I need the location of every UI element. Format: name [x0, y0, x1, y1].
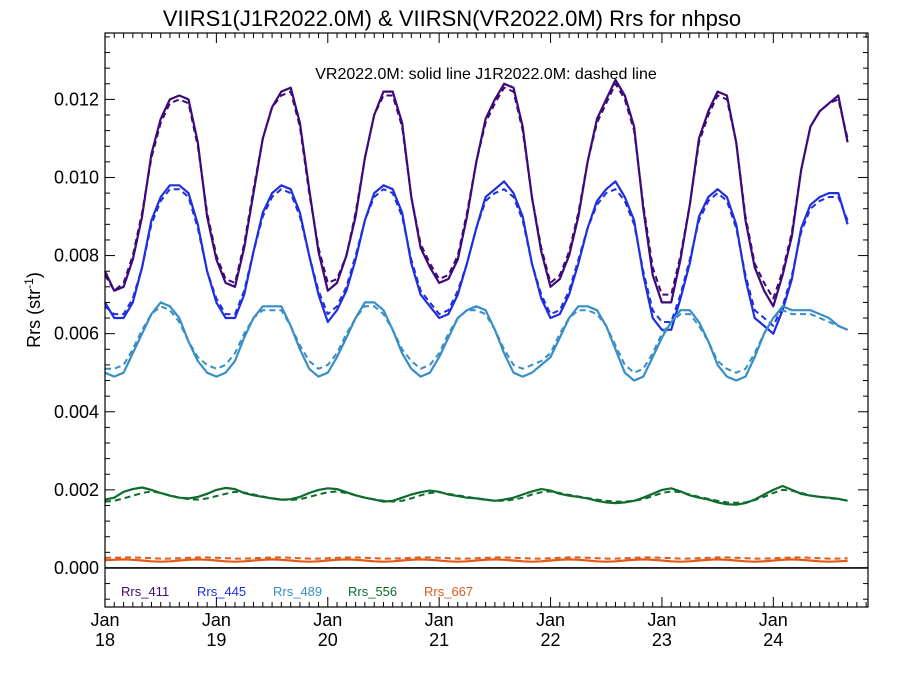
plot-frame [104, 32, 869, 608]
axes: 0.0000.0020.0040.0060.0080.0100.012Jan18… [54, 33, 868, 650]
x-tick-year: 21 [429, 630, 449, 650]
y-axis-title: Rrs (str-1) [22, 272, 44, 348]
y-tick-label: 0.000 [54, 558, 99, 578]
legend-label-Rrs_667: Rrs_667 [424, 584, 473, 599]
legend-label-Rrs_556: Rrs_556 [348, 584, 397, 599]
series-line-dashed-Rrs_556 [104, 488, 848, 504]
x-tick-month: Jan [90, 610, 119, 630]
series-line-solid-Rrs_667 [104, 558, 848, 563]
x-tick-month: Jan [313, 610, 342, 630]
y-tick-label: 0.006 [54, 324, 99, 344]
x-tick-year: 18 [95, 630, 115, 650]
legend-label-Rrs_445: Rrs_445 [197, 584, 246, 599]
x-tick-year: 19 [206, 630, 226, 650]
series-line-dashed-Rrs_489 [105, 305, 848, 374]
legend-label-Rrs_411: Rrs_411 [121, 584, 169, 599]
x-tick-year: 20 [318, 630, 338, 650]
series-line-dashed-Rrs_667 [105, 556, 848, 560]
series-lines [104, 78, 849, 563]
x-tick-month: Jan [425, 610, 454, 630]
x-tick-month: Jan [536, 610, 565, 630]
series-line-solid-Rrs_556 [104, 484, 848, 506]
x-tick-year: 22 [541, 630, 561, 650]
chart-title: VIIRS1(J1R2022.0M) & VIIRSN(VR2022.0M) R… [163, 6, 741, 31]
series-line-solid-Rrs_489 [104, 301, 849, 382]
legend: Rrs_411 Rrs_445 Rrs_489 Rrs_556 Rrs_667 [121, 584, 473, 599]
legend-label-Rrs_489: Rrs_489 [273, 584, 322, 599]
y-tick-label: 0.004 [54, 402, 99, 422]
line-style-annotation: VR2022.0M: solid line J1R2022.0M: dashed… [315, 66, 657, 83]
x-tick-year: 24 [763, 630, 783, 650]
y-tick-label: 0.002 [54, 480, 99, 500]
y-tick-label: 0.008 [54, 246, 99, 266]
x-tick-year: 23 [652, 630, 672, 650]
series-line-solid-Rrs_445 [104, 180, 849, 335]
x-tick-month: Jan [647, 610, 676, 630]
x-tick-month: Jan [202, 610, 231, 630]
y-tick-label: 0.010 [54, 167, 99, 187]
series-line-solid-Rrs_411 [104, 78, 849, 308]
y-tick-label: 0.012 [54, 89, 99, 109]
series-line-dashed-Rrs_411 [104, 82, 849, 300]
x-tick-month: Jan [759, 610, 788, 630]
